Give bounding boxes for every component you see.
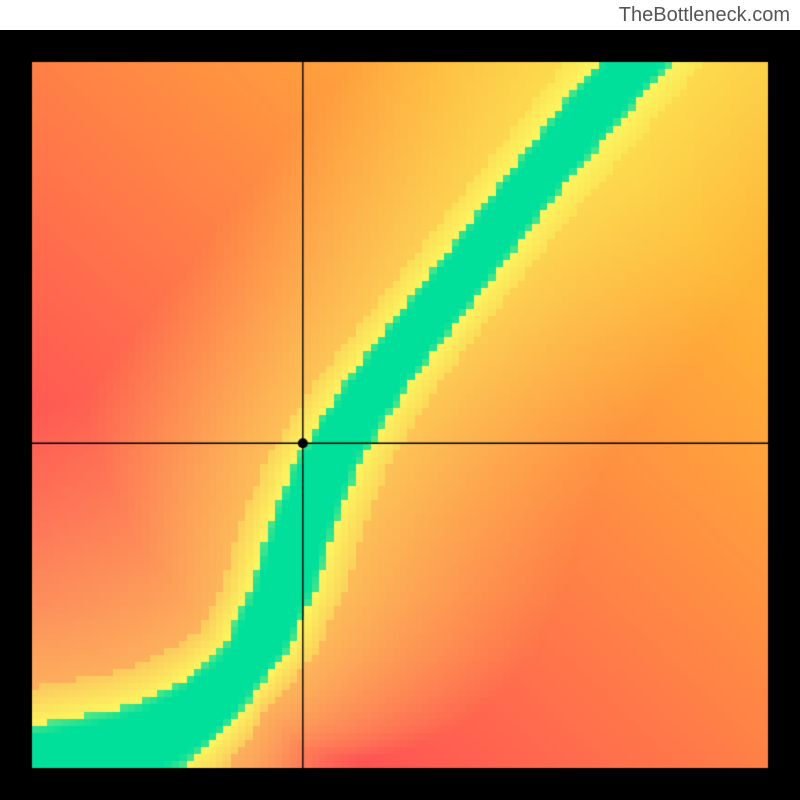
heatmap-plot: [0, 30, 800, 800]
heatmap-canvas: [0, 30, 800, 800]
chart-container: TheBottleneck.com: [0, 0, 800, 800]
attribution-text: TheBottleneck.com: [619, 4, 790, 27]
